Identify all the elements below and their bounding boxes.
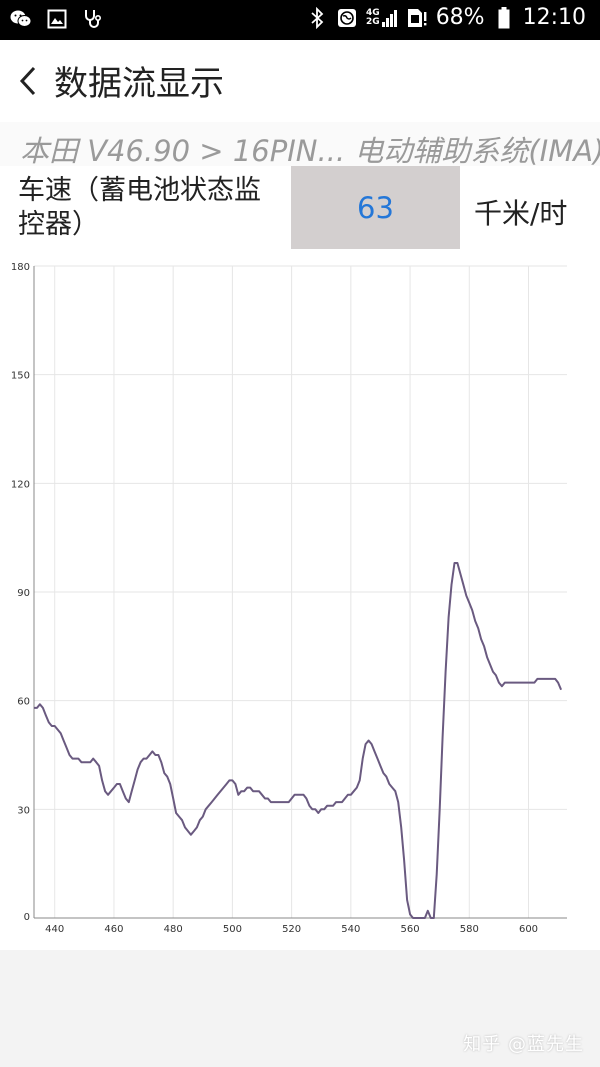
globe-icon <box>336 7 358 29</box>
parameter-value: 63 <box>357 190 394 225</box>
parameter-unit: 千米/时 <box>474 197 568 230</box>
breadcrumb: 本田 V46.90 > 16PIN... 电动辅助系统(IMA) <box>0 122 600 167</box>
x-tick-label: 600 <box>519 924 538 935</box>
battery-percent: 68% <box>435 5 485 30</box>
bluetooth-icon <box>306 6 328 29</box>
system-icons: 4G 2G 68% 12:10 <box>306 5 586 30</box>
breadcrumb-text: 本田 V46.90 > 16PIN... 电动辅助系统(IMA) <box>20 134 600 167</box>
x-tick-label: 460 <box>104 924 123 935</box>
x-tick-label: 520 <box>282 924 301 935</box>
speed-chart[interactable]: 180 150 120 90 60 30 0 440 460 480 500 520 540 560 580… <box>0 256 600 950</box>
network-indicator: 4G 2G <box>366 7 398 27</box>
watermark: 知乎 @蓝先生 <box>463 1034 584 1055</box>
clock: 12:10 <box>522 5 586 30</box>
series-line <box>34 562 563 919</box>
x-tick-label: 440 <box>45 924 64 935</box>
network-top-label: 4G <box>366 7 380 18</box>
y-tick-label: 30 <box>17 805 30 816</box>
y-tick-label: 120 <box>11 479 30 490</box>
parameter-name: 车速（蓄电池状态监控器） <box>18 175 261 240</box>
y-tick-label: 0 <box>24 912 30 923</box>
y-tick-label: 150 <box>11 371 30 382</box>
signal-icon <box>381 9 397 27</box>
y-tick-label: 180 <box>11 262 30 273</box>
image-icon <box>46 8 68 30</box>
stethoscope-icon <box>82 8 104 30</box>
wechat-icon <box>10 8 32 30</box>
battery-icon <box>493 6 515 29</box>
parameter-value-box: 63 <box>291 166 460 249</box>
y-tick-label: 90 <box>17 588 30 599</box>
sim-alert-icon <box>406 7 428 29</box>
notification-icons <box>10 8 104 30</box>
x-tick-label: 560 <box>401 924 420 935</box>
app-bar: 数据流显示 <box>0 40 600 122</box>
x-tick-label: 500 <box>223 924 242 935</box>
back-button[interactable] <box>6 58 46 104</box>
network-bottom-label: 2G <box>366 16 380 27</box>
x-tick-label: 540 <box>341 924 360 935</box>
y-tick-label: 60 <box>17 697 30 708</box>
chart-svg: 180 150 120 90 60 30 0 440 460 480 500 520 540 560 580… <box>11 262 567 935</box>
x-tick-label: 580 <box>460 924 479 935</box>
x-tick-label: 480 <box>164 924 183 935</box>
chevron-left-icon <box>19 66 36 96</box>
page-title: 数据流显示 <box>54 64 224 104</box>
parameter-row: 车速（蓄电池状态监控器） 63 千米/时 <box>0 166 600 256</box>
status-bar: 4G 2G 68% 12:10 <box>0 0 600 40</box>
